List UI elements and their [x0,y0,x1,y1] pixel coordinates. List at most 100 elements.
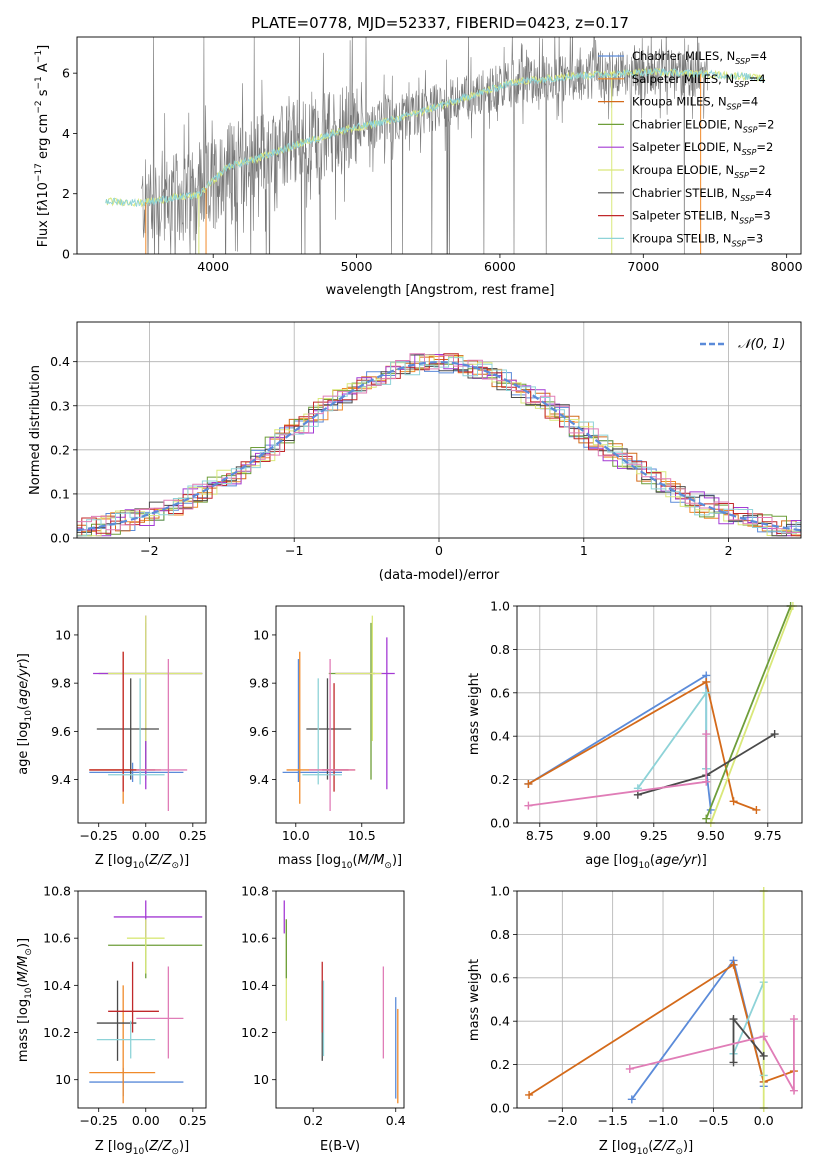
legend-label: Salpeter MILES, NSSP=4 [632,72,766,89]
legend-subscript: SSP [732,239,747,248]
weight-marker [702,677,711,686]
legend-subscript: SSP [740,194,755,203]
y-tick-label: 9.8 [249,676,269,691]
y-tick-label: 0.3 [50,398,70,413]
y-tick-label: 0.4 [490,729,510,744]
residual-plot-area: −2 −1 0 1 2 0.0 0.1 0.2 0.3 0.4 [50,321,802,558]
y-tick-label: 0.6 [490,970,510,985]
weight-vs-age-panel: 8.75 9.00 9.25 9.50 9.75 0.0 0.2 0.4 0.6 0.8 1.0 [490,599,803,843]
weight-marker [752,805,761,814]
age-vs-mass-panel: 10.0 10.5 9.4 9.6 9.8 10 [249,605,405,843]
x-tick-label: 10.0 [282,828,310,843]
spectrum-plot-area: 4000 5000 6000 7000 8000 0 2 4 6 [62,36,803,274]
metallicity-xlabel-top: Z [log10(Z/Z⊙)] [95,853,189,871]
y-tick-label: 0 [62,247,70,262]
weight-marker [633,790,642,799]
legend-subscript: SSP [727,103,742,112]
legend-subscript: SSP [742,148,757,157]
histograms [77,353,801,537]
x-tick-label: 0.00 [132,828,160,843]
weight-marker [702,730,711,739]
metallicity-xlabel-bottom: Z [log10(Z/Z⊙)] [95,1139,189,1157]
normal-legend-label: 𝒩(0, 1) [738,337,785,352]
legend-value: =4 [741,95,758,109]
x-tick-label: 8000 [771,259,803,274]
residual-ylabel: Normed distribution [28,365,43,495]
weight-ylabel-bottom: mass weight [467,959,482,1041]
legend-subscript: SSP [739,217,754,226]
x-tick-label: 6000 [484,259,516,274]
legend-value: =4 [755,186,772,200]
spectrum-xlabel: wavelength [Angstrom, rest frame] [326,283,555,298]
x-tick-label: −0.25 [80,1113,118,1128]
y-tick-label: 0.2 [50,442,70,457]
legend-label: Chabrier STELIB, NSSP=4 [632,186,772,203]
weight-marker [729,1015,738,1024]
axes-frame [275,605,405,824]
age-xlabel: age [log10(age/yr)] [585,853,707,871]
y-tick-label: 1.0 [490,599,510,614]
x-tick-label: 0.00 [132,1113,160,1128]
weight-line [705,605,792,820]
spectrum-lines [105,37,765,254]
spectrum-legend: Chabrier MILES, NSSP=4 Salpeter MILES, NS… [598,49,774,248]
y-tick-label: 4 [62,126,70,141]
x-tick-label: 10.5 [348,828,376,843]
x-tick-label: −0.25 [80,828,118,843]
legend-label: Salpeter ELODIE, NSSP=2 [632,140,773,157]
y-tick-label: 0.8 [490,927,510,942]
y-tick-label: 9.4 [51,772,71,787]
y-tick-label: 0.6 [490,685,510,700]
mass-xlabel: mass [log10(M/M⊙)] [278,853,402,871]
y-tick-label: 0.0 [490,1101,510,1116]
residual-xlabel: (data-model)/error [379,568,500,583]
weight-marker [729,960,738,969]
axes-frame [76,36,802,255]
age-ylabel: age [log10(age/yr)] [16,653,34,775]
spectrum-title: PLATE=0778, MJD=52337, FIBERID=0423, z=0… [251,14,629,32]
legend-value: =3 [754,209,771,223]
weight-line [629,1019,795,1095]
legend-label: Kroupa ELODIE, NSSP=2 [632,163,766,180]
metallicity-xlabel-right: Z [log10(Z/Z⊙)] [599,1139,693,1157]
x-tick-label: 9.50 [697,828,725,843]
x-tick-label: 0.4 [386,1113,406,1128]
y-tick-label: 10.8 [241,884,269,899]
weight-marker [789,1015,798,1024]
legend-value: =4 [749,72,766,86]
spectrum-ylabel: Flux [fλ10−17 erg cm−2 s−1 A−1] [34,45,51,247]
legend-label: Chabrier MILES, NSSP=4 [632,49,767,66]
legend-subscript: SSP [734,171,749,180]
x-tick-label: 8.75 [526,828,554,843]
axes-frame [516,605,803,824]
weight-marker [770,730,779,739]
mass-vs-metallicity-panel: −0.25 0.00 0.25 10 10.2 10.4 10.6 10.8 [43,884,207,1129]
y-tick-label: 9.8 [51,676,71,691]
normal-curve [77,360,801,532]
x-tick-label: −2 [140,543,158,558]
x-tick-label: 9.00 [583,828,611,843]
spectrum-panel: PLATE=0778, MJD=52337, FIBERID=0423, z=0… [34,14,803,298]
x-tick-label: 5000 [341,259,373,274]
x-tick-label: 7000 [627,259,659,274]
weight-line [527,680,757,811]
y-tick-label: 2 [62,186,70,201]
axes-frame [77,605,207,824]
y-tick-label: 0.4 [490,1014,510,1029]
legend-value: =4 [750,49,767,63]
y-tick-label: 0.0 [490,816,510,831]
y-tick-label: 10.2 [43,1025,71,1040]
ebv-xlabel: E(B-V) [320,1139,360,1154]
weight-marker [759,1032,768,1041]
x-tick-label: 1 [580,543,588,558]
y-tick-label: 10.8 [43,884,71,899]
weight-marker [702,777,711,786]
x-tick-label: −1 [285,543,303,558]
x-tick-label: 0.25 [179,1113,207,1128]
residual-legend: 𝒩(0, 1) [700,337,785,352]
axes-frame [275,890,405,1109]
axes-frame [77,890,207,1109]
x-tick-label: 2 [725,543,733,558]
y-tick-label: 10.6 [43,931,71,946]
